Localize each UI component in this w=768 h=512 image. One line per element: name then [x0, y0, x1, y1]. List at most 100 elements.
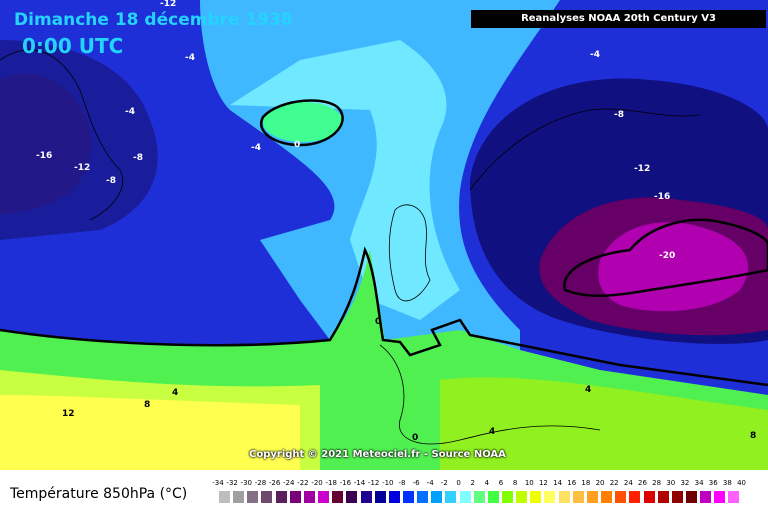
legend-tick-label: 14	[553, 479, 563, 487]
legend-color-box	[699, 490, 713, 504]
contour-label: 8	[750, 431, 756, 441]
contour-zero	[0, 246, 768, 387]
legend-color-box	[628, 490, 642, 504]
contour-label: -4	[251, 143, 261, 153]
legend-color-box	[232, 490, 246, 504]
legend-color-box	[317, 490, 331, 504]
coast-scandinavia	[469, 108, 701, 191]
legend-color-box	[670, 490, 684, 504]
legend-color-box	[600, 490, 614, 504]
legend-tick-label: -10	[382, 479, 394, 487]
contour-label: 4	[172, 388, 178, 398]
legend-tick-label: 32	[680, 479, 690, 487]
contour-iceland	[260, 99, 344, 147]
legend-tick-label: -16	[339, 479, 352, 487]
legend-color-box	[331, 490, 345, 504]
legend-color-box	[416, 490, 430, 504]
legend-tick-label: -18	[325, 479, 337, 487]
legend-color-box	[444, 490, 458, 504]
copyright-notice: Copyright © 2021 Meteociel.fr - Source N…	[249, 449, 506, 460]
legend-tick-label: -32	[226, 479, 238, 487]
legend-color-box	[302, 490, 316, 504]
legend-color-box	[571, 490, 585, 504]
legend-tick-label: -34	[212, 479, 224, 487]
legend-color-box	[345, 490, 359, 504]
legend-color-box	[401, 490, 415, 504]
contour-label: -8	[614, 110, 624, 120]
legend-tick-label: -6	[412, 479, 420, 487]
legend-color-box	[713, 490, 727, 504]
legend-color-box	[543, 490, 557, 504]
legend-tick-label: -2	[440, 479, 448, 487]
contour-label: -4	[590, 50, 600, 60]
legend-tick-label: 12	[538, 479, 548, 487]
contour-label: -12	[160, 0, 176, 9]
contour-label: 12	[62, 409, 75, 419]
legend-color-box	[585, 490, 599, 504]
legend-color-box	[458, 490, 472, 504]
contour-label: 0	[294, 140, 300, 150]
legend-color-box	[727, 490, 741, 504]
legend-tick-label: 16	[567, 479, 577, 487]
legend-tick-label: 0	[456, 479, 461, 487]
contour-label: -4	[185, 53, 195, 63]
legend-tick-labels: -34 -32 -30 -28 -26 -24 -22 -20 -18 -16 -14 -12 -10-…	[212, 479, 754, 489]
legend-tick-label: -12	[367, 479, 380, 487]
legend-color-box	[684, 490, 698, 504]
legend-tick-label: -20	[311, 479, 323, 487]
coast-greenland	[0, 49, 123, 221]
contour-label: 0	[375, 317, 381, 327]
field-greenland-blue	[0, 40, 158, 240]
legend-tick-label: 30	[666, 479, 676, 487]
legend-tick-label: -4	[426, 479, 434, 487]
legend-tick-label: 8	[512, 479, 518, 487]
legend-tick-label: 18	[581, 479, 591, 487]
legend-color-box	[486, 490, 500, 504]
legend-tick-label: 28	[652, 479, 662, 487]
legend-tick-label: -14	[353, 479, 366, 487]
contour-label: -4	[125, 107, 135, 117]
legend-color-box	[373, 490, 387, 504]
legend-tick-label: 6	[498, 479, 504, 487]
contour-label: -16	[36, 151, 52, 161]
legend-color-box	[430, 490, 444, 504]
contour-label: 4	[585, 385, 591, 395]
field-iceland-warm	[263, 102, 343, 142]
legend-color-box	[359, 490, 373, 504]
contour-label: -8	[133, 153, 143, 163]
coast-uk	[388, 204, 431, 302]
legend-color-box	[246, 490, 260, 504]
contour-label: -16	[654, 192, 670, 202]
legend-tick-label: 34	[694, 479, 704, 487]
temperature-map: -12 -4 -4 -16 -12 -8 -8 -4 0 -4 -8 -12 -…	[0, 0, 768, 470]
contour-label: -12	[74, 163, 90, 173]
legend-color-box	[260, 490, 274, 504]
contour-label: -8	[106, 176, 116, 186]
legend-tick-label: 24	[623, 479, 633, 487]
legend-tick-label: 2	[470, 479, 475, 487]
coast-iberia	[379, 344, 601, 445]
field-cyan	[230, 40, 460, 320]
legend-color-box	[387, 490, 401, 504]
time-title: 0:00 UTC	[22, 34, 124, 58]
legend-tick-label: -30	[240, 479, 253, 487]
contour-label: -12	[634, 164, 650, 174]
contour-label: 0	[412, 433, 418, 443]
source-banner: Reanalyses NOAA 20th Century V3	[471, 10, 766, 28]
contour-label: 4	[489, 427, 495, 437]
legend-tick-label: -8	[398, 479, 406, 487]
legend-tick-label: 38	[722, 479, 732, 487]
legend-color-box	[642, 490, 656, 504]
legend-tick-label: -26	[268, 479, 281, 487]
legend-tick-label: 26	[638, 479, 647, 487]
legend-color-box	[529, 490, 543, 504]
map-canvas: -12 -4 -4 -16 -12 -8 -8 -4 0 -4 -8 -12 -…	[0, 0, 768, 470]
legend-color-box	[288, 490, 302, 504]
legend-color-box	[274, 490, 288, 504]
legend-tick-label: 36	[708, 479, 718, 487]
legend-color-box	[515, 490, 529, 504]
field-yellow	[0, 395, 300, 470]
legend-footer: Température 850hPa (°C) -34 -32 -30 -28 -26-…	[0, 470, 768, 512]
legend-tick-label: 20	[595, 479, 605, 487]
legend-tick-label: 22	[609, 479, 619, 487]
